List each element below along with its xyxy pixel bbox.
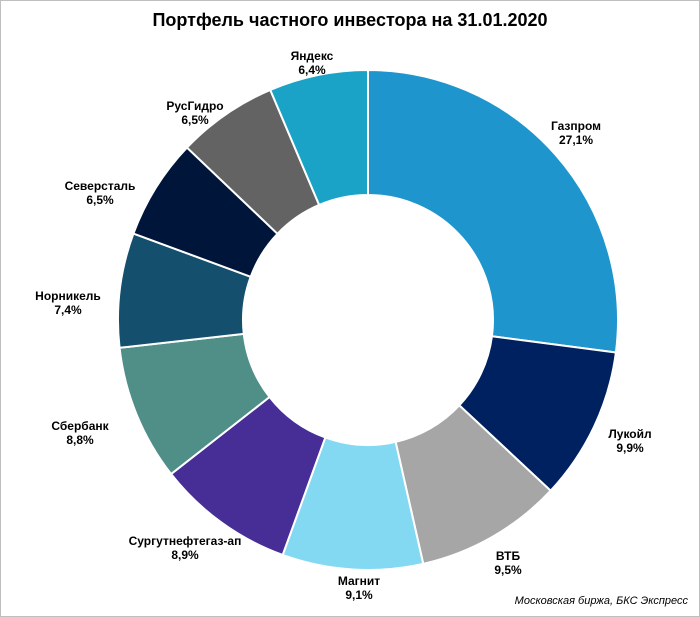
chart-source: Московская биржа, БКС Экспресс [514, 595, 688, 607]
slice-value-7: 7,4% [54, 303, 82, 317]
slice-value-1: 27,1% [559, 133, 593, 147]
slice-1 [367, 68, 619, 354]
slice-label-10: Яндекс [291, 49, 334, 63]
slice-label-2: Лукойл [608, 427, 651, 441]
slice-10 [268, 68, 369, 207]
slice-label-9: РусГидро [166, 99, 223, 113]
slice-label-6: Сбербанк [51, 419, 109, 433]
slice-value-2: 9,9% [616, 441, 644, 455]
slice-label-1: Газпром [551, 119, 601, 133]
slice-value-9: 6,5% [181, 113, 209, 127]
slice-label-5: Сургутнефтегаз-ап [129, 534, 242, 548]
slice-value-10: 6,4% [298, 63, 326, 77]
slice-value-8: 6,5% [86, 193, 114, 207]
slice-label-3: ВТБ [496, 549, 521, 563]
slice-label-7: Норникель [35, 289, 101, 303]
slice-value-3: 9,5% [494, 563, 522, 577]
slice-label-8: Северсталь [65, 179, 136, 193]
slice-value-5: 8,9% [171, 548, 199, 562]
slice-value-6: 8,8% [66, 433, 94, 447]
slice-label-4: Магнит [338, 574, 380, 588]
chart-title: Портфель частного инвестора на 31.01.202… [152, 10, 548, 30]
slice-value-4: 9,1% [345, 588, 373, 602]
